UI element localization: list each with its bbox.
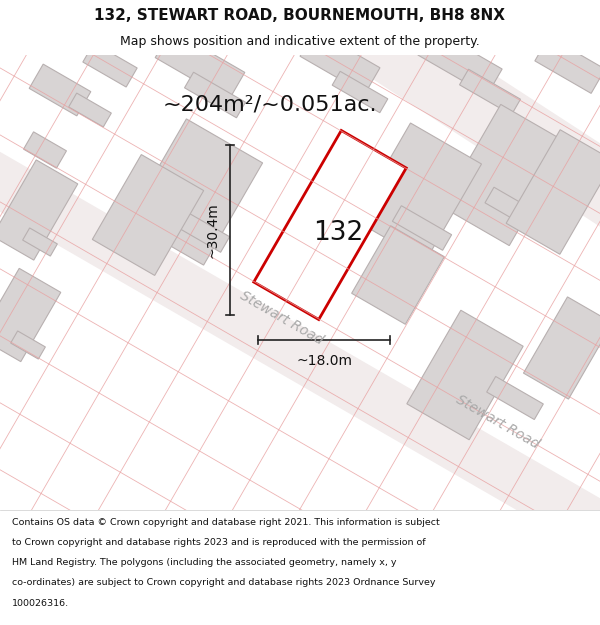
Polygon shape: [0, 160, 78, 260]
Polygon shape: [535, 37, 600, 93]
Polygon shape: [11, 331, 46, 359]
Polygon shape: [355, 123, 482, 261]
Polygon shape: [0, 268, 61, 362]
Text: 132, STEWART ROAD, BOURNEMOUTH, BH8 8NX: 132, STEWART ROAD, BOURNEMOUTH, BH8 8NX: [95, 8, 505, 23]
Polygon shape: [407, 310, 523, 440]
Text: Contains OS data © Crown copyright and database right 2021. This information is : Contains OS data © Crown copyright and d…: [12, 518, 440, 527]
Polygon shape: [185, 72, 245, 118]
Polygon shape: [460, 69, 520, 115]
Polygon shape: [127, 119, 263, 265]
Polygon shape: [62, 0, 600, 422]
Text: Map shows position and indicative extent of the property.: Map shows position and indicative extent…: [120, 35, 480, 48]
Polygon shape: [29, 64, 91, 116]
Polygon shape: [23, 132, 67, 168]
Text: 100026316.: 100026316.: [12, 599, 69, 608]
Text: Stewart Road: Stewart Road: [238, 289, 326, 348]
Text: ~204m²/~0.051ac.: ~204m²/~0.051ac.: [163, 95, 377, 115]
Polygon shape: [523, 297, 600, 399]
Polygon shape: [332, 71, 388, 112]
Polygon shape: [83, 43, 137, 87]
Text: HM Land Registry. The polygons (including the associated geometry, namely x, y: HM Land Registry. The polygons (includin…: [12, 558, 397, 568]
Polygon shape: [92, 154, 203, 276]
Polygon shape: [170, 208, 230, 252]
Polygon shape: [352, 226, 445, 324]
Polygon shape: [442, 104, 568, 246]
Polygon shape: [0, 82, 600, 625]
Polygon shape: [487, 376, 544, 419]
Polygon shape: [254, 131, 406, 319]
Text: to Crown copyright and database rights 2023 and is reproduced with the permissio: to Crown copyright and database rights 2…: [12, 538, 425, 547]
Text: ~18.0m: ~18.0m: [296, 354, 352, 368]
Polygon shape: [418, 29, 502, 95]
Text: Stewart Road: Stewart Road: [454, 392, 542, 451]
Text: co-ordinates) are subject to Crown copyright and database rights 2023 Ordnance S: co-ordinates) are subject to Crown copyr…: [12, 578, 436, 587]
Polygon shape: [485, 188, 539, 229]
Polygon shape: [392, 206, 452, 250]
Polygon shape: [300, 30, 380, 94]
Polygon shape: [155, 30, 245, 100]
Polygon shape: [23, 228, 58, 256]
Text: 132: 132: [313, 220, 363, 246]
Text: ~30.4m: ~30.4m: [206, 202, 220, 258]
Polygon shape: [506, 130, 600, 254]
Polygon shape: [68, 93, 112, 127]
